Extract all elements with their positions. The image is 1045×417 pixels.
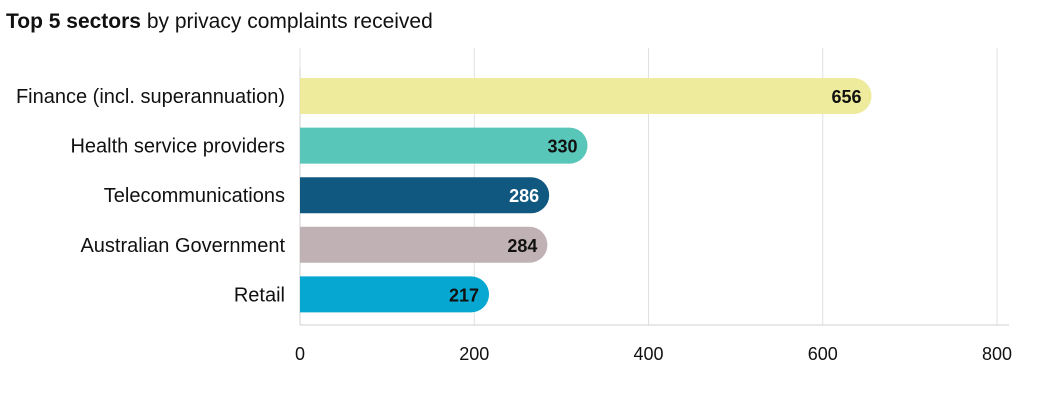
x-axis-ticks: 0 200 400 600 800 [295,344,1012,364]
value-label-2: 286 [509,186,539,206]
value-labels: 656 330 286 284 217 [449,87,862,305]
chart-title-rest: by privacy complaints received [146,10,433,33]
bar-2 [300,177,550,214]
x-tick-label-0: 0 [295,344,305,364]
category-labels: Finance (incl. superannuation) Health ser… [16,86,285,306]
x-tick-label-400: 400 [633,344,663,364]
category-label-4: Retail [234,284,285,306]
bar-0 [300,78,872,114]
bar-1 [300,127,588,164]
value-label-4: 217 [449,285,479,305]
category-label-1: Health service providers [70,136,285,158]
value-label-0: 656 [831,87,861,107]
category-label-2: Telecommunications [104,185,285,207]
bars [300,78,872,313]
category-label-0: Finance (incl. superannuation) [16,86,285,108]
value-label-1: 330 [547,137,577,157]
x-tick-label-800: 800 [982,344,1012,364]
category-label-3: Australian Government [80,235,285,257]
bar-3 [300,226,548,263]
chart-title: Top 5 sectors by privacy complaints rece… [6,10,433,34]
value-label-3: 284 [507,236,537,256]
x-tick-label-600: 600 [808,344,838,364]
bar-4 [300,276,490,313]
x-tick-label-200: 200 [459,344,489,364]
chart-title-bold: Top 5 sectors [6,10,141,33]
